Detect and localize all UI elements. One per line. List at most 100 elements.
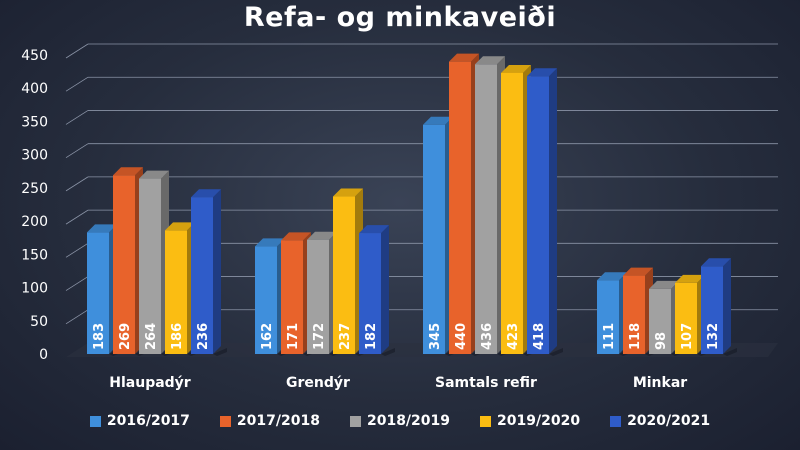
- data-label: 182: [364, 323, 379, 350]
- bar-shadow: [723, 348, 737, 356]
- gridline-side: [65, 309, 89, 325]
- bar-front: [255, 246, 277, 354]
- data-label: 186: [170, 323, 185, 350]
- bar-top: [597, 272, 627, 281]
- legend-swatch: [89, 415, 101, 427]
- bar-top: [307, 231, 337, 240]
- data-label: 345: [428, 323, 443, 350]
- gridline-side: [65, 176, 89, 192]
- bar-top: [255, 238, 285, 247]
- bar-front: [527, 76, 549, 355]
- bar-top: [449, 53, 479, 62]
- bar-top: [649, 280, 679, 289]
- bar-top: [423, 116, 453, 125]
- bar-side: [549, 68, 557, 355]
- bar-front: [281, 240, 303, 354]
- data-label: 118: [628, 323, 643, 350]
- bar-top: [139, 170, 169, 179]
- bar-front: [359, 233, 381, 354]
- bar-top: [475, 56, 505, 65]
- data-label: 132: [706, 323, 721, 350]
- data-label: 440: [454, 323, 469, 350]
- x-tick-label: Hlaupadýr: [109, 375, 191, 391]
- y-tick-label: 400: [21, 81, 48, 97]
- bar-front: [597, 280, 619, 354]
- data-label: 107: [680, 323, 695, 350]
- data-label: 423: [506, 323, 521, 350]
- bar-shadow: [381, 348, 395, 356]
- bar-front: [701, 266, 723, 354]
- y-tick-label: 250: [21, 181, 48, 197]
- bar: [191, 189, 227, 356]
- y-tick-label: 450: [21, 48, 48, 64]
- bar-front: [165, 230, 187, 354]
- bar-top: [527, 68, 557, 77]
- data-label: 269: [118, 323, 133, 350]
- gridline-side: [65, 143, 89, 159]
- gridline-side: [65, 76, 89, 92]
- bar-top: [701, 258, 731, 267]
- x-tick-label: Grendýr: [286, 375, 350, 391]
- bar-shadow: [549, 348, 563, 356]
- legend-swatch: [480, 415, 492, 427]
- bar-front: [113, 175, 135, 354]
- bar-top: [623, 267, 653, 276]
- legend-label: 2016/2017: [106, 413, 190, 429]
- bar-front: [623, 275, 645, 354]
- data-label: 418: [532, 323, 547, 350]
- gridline-side: [65, 209, 89, 225]
- bar-top: [333, 188, 363, 197]
- bar-front: [333, 196, 355, 354]
- data-label: 183: [92, 323, 107, 350]
- data-label: 98: [654, 332, 669, 350]
- gridline-side: [65, 276, 89, 291]
- bar-top: [113, 167, 143, 176]
- y-tick-label: 150: [21, 247, 48, 263]
- bar-side: [381, 225, 389, 354]
- bar-front: [675, 282, 697, 354]
- gridline-side: [65, 43, 89, 59]
- data-label: 436: [480, 323, 495, 350]
- bar-front: [191, 197, 213, 354]
- bar-top: [165, 222, 195, 231]
- y-tick-label: 300: [21, 148, 48, 164]
- y-tick-label: 100: [21, 281, 48, 297]
- legend-item: 2016/2017: [89, 413, 190, 429]
- bar: [701, 258, 737, 356]
- legend-item: 2018/2019: [349, 413, 451, 429]
- chart-title: Refa- og minkaveiði: [243, 2, 557, 33]
- y-tick-label: 350: [21, 114, 48, 130]
- bar-front: [139, 178, 161, 354]
- legend-swatch: [219, 415, 231, 427]
- x-tick-label: Samtals refir: [435, 375, 537, 391]
- chart-legend: 2016/2017 2017/2018 2018/2019 2019/2020 2020…: [0, 413, 800, 429]
- bar-side: [213, 189, 221, 354]
- y-tick-label: 200: [21, 214, 48, 230]
- y-tick-label: 50: [30, 314, 48, 330]
- bar-top: [191, 189, 221, 198]
- legend-item: 2020/2021: [610, 413, 710, 429]
- bar-top: [359, 225, 389, 234]
- legend-item: 2019/2020: [480, 413, 580, 429]
- bar: [359, 225, 395, 356]
- bar-front: [423, 124, 445, 355]
- bar-shadow: [213, 348, 227, 356]
- bar-front: [501, 72, 523, 354]
- bar: [527, 68, 563, 356]
- data-label: 162: [260, 323, 275, 350]
- legend-label: 2017/2018: [236, 413, 320, 429]
- bar-front: [87, 232, 109, 354]
- bar-top: [87, 224, 117, 233]
- legend-label: 2018/2019: [366, 413, 451, 429]
- bar-front: [449, 61, 471, 355]
- legend-swatch: [349, 415, 361, 427]
- x-tick-label: Minkar: [633, 375, 687, 391]
- bar-top: [675, 274, 705, 283]
- bar-front: [649, 288, 671, 354]
- data-label: 172: [312, 323, 327, 350]
- y-tick-label: 0: [39, 347, 48, 363]
- legend-label: 2020/2021: [627, 413, 711, 429]
- legend-item: 2017/2018: [219, 413, 320, 429]
- data-label: 264: [144, 323, 159, 350]
